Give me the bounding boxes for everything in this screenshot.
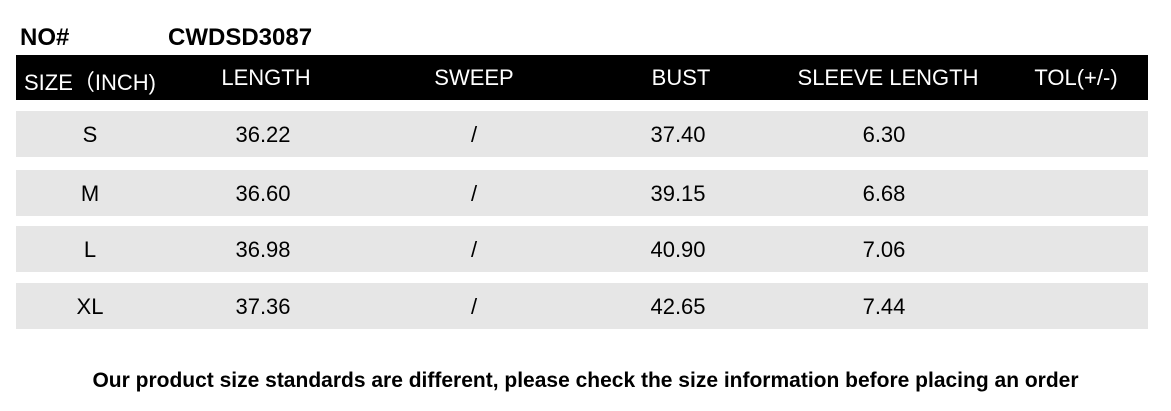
header-length: LENGTH	[221, 65, 311, 90]
table-cell: 39.15	[650, 181, 706, 206]
table-cell: 36.98	[235, 237, 291, 262]
table-cell: /	[470, 294, 478, 319]
table-cell: 36.22	[235, 122, 291, 147]
table-cell: /	[470, 122, 478, 147]
header-sleeve-length: SLEEVE LENGTH	[797, 65, 979, 90]
table-row: L 36.98 / 40.90 7.06	[16, 226, 1148, 272]
table-cell: M	[80, 181, 100, 206]
table-cell: XL	[76, 294, 104, 319]
table-cell: 42.65	[650, 294, 706, 319]
table-cell: L	[83, 237, 97, 262]
table-cell: 6.30	[862, 122, 906, 147]
table-header: SIZE（INCH) LENGTH SWEEP BUST SLEEVE LENG…	[16, 55, 1148, 100]
product-number-label: NO#	[20, 24, 70, 51]
size-note: Our product size standards are different…	[92, 369, 1079, 392]
table-cell: /	[470, 237, 478, 262]
table-row: M 36.60 / 39.15 6.68	[16, 170, 1148, 216]
table-cell: 6.68	[862, 181, 906, 206]
table-row: S 36.22 / 37.40 6.30	[16, 111, 1148, 157]
table-cell: 40.90	[650, 237, 706, 262]
table-cell: 7.06	[862, 237, 906, 262]
header-bust: BUST	[651, 65, 711, 90]
table-cell: S	[82, 122, 98, 147]
header-tolerance: TOL(+/-)	[1034, 65, 1118, 90]
table-row: XL 37.36 / 42.65 7.44	[16, 283, 1148, 329]
table-cell: 36.60	[235, 181, 291, 206]
table-cell: 7.44	[862, 294, 906, 319]
header-sweep: SWEEP	[434, 65, 514, 90]
table-cell: 37.40	[650, 122, 706, 147]
table-cell: 37.36	[235, 294, 291, 319]
table-cell: /	[470, 181, 478, 206]
product-code: CWDSD3087	[168, 24, 313, 51]
header-size: SIZE（INCH)	[23, 70, 157, 95]
